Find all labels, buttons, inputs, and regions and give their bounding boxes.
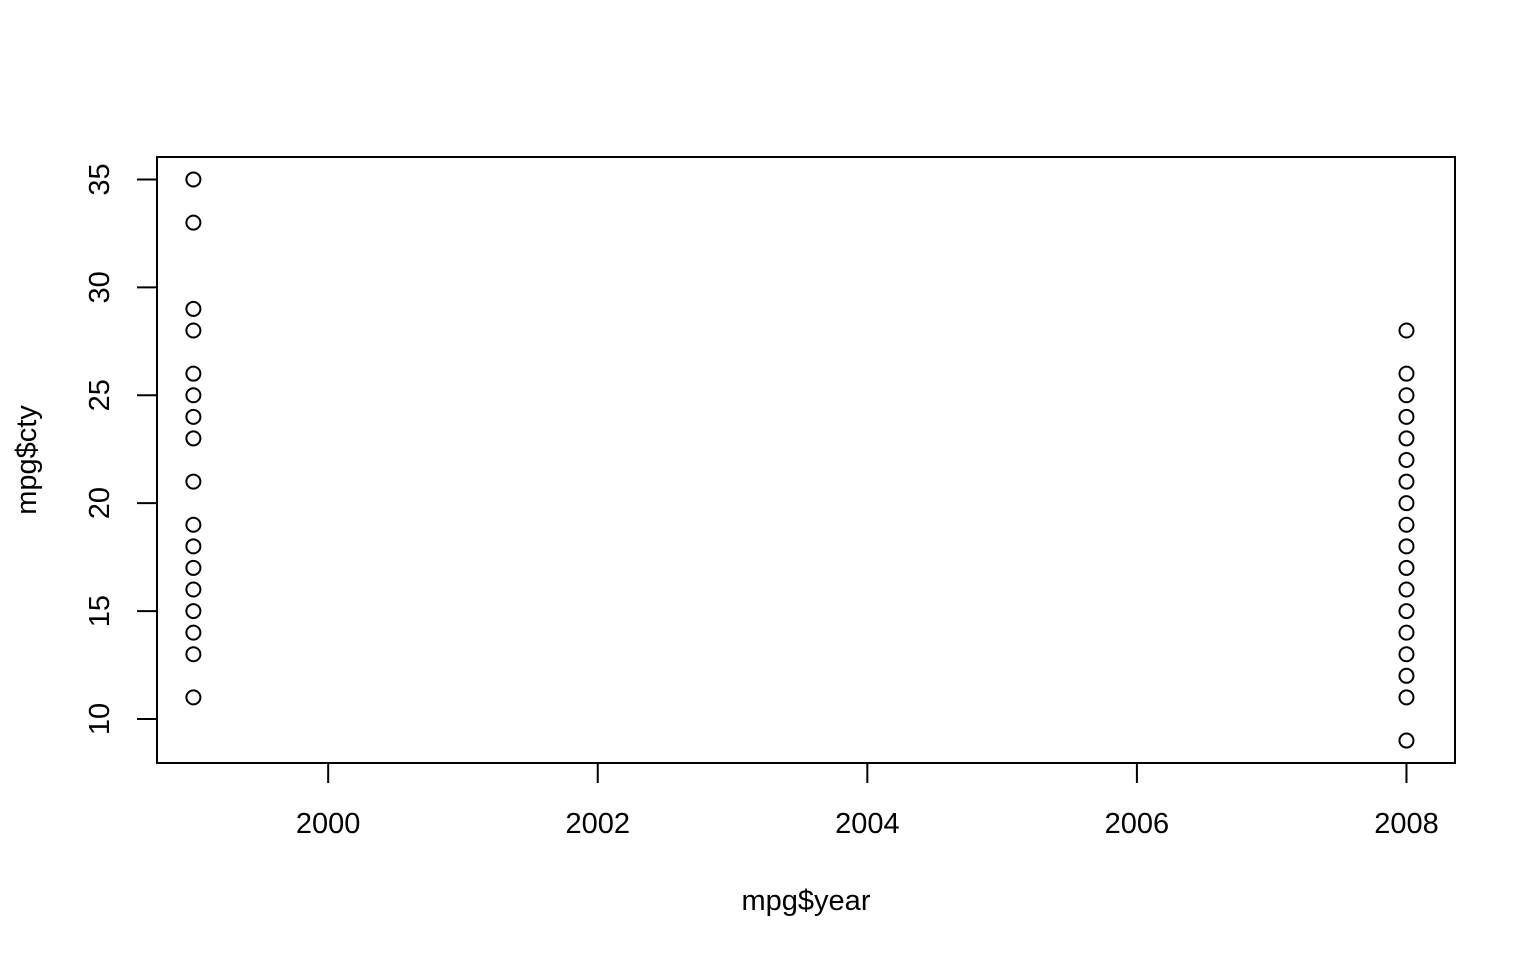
plot-frame <box>156 156 1456 764</box>
data-point <box>1398 365 1415 382</box>
data-point <box>1398 624 1415 641</box>
data-point <box>1398 732 1415 749</box>
data-point <box>1398 667 1415 684</box>
y-tick-label: 10 <box>84 703 116 735</box>
x-tick-label: 2004 <box>835 808 900 840</box>
y-tick-label: 25 <box>84 379 116 411</box>
x-tick-label: 2002 <box>565 808 630 840</box>
x-tick-label: 2006 <box>1105 808 1170 840</box>
data-point <box>1398 603 1415 620</box>
x-tick-label: 2000 <box>296 808 361 840</box>
y-tick-label: 15 <box>84 595 116 627</box>
data-points <box>185 171 1415 749</box>
data-point <box>185 408 202 425</box>
y-axis-label: mpg$cty <box>11 405 43 515</box>
data-point <box>1398 387 1415 404</box>
data-point <box>185 603 202 620</box>
data-point <box>185 322 202 339</box>
data-point <box>185 559 202 576</box>
data-point <box>1398 538 1415 555</box>
x-tick-label: 2008 <box>1374 808 1439 840</box>
data-point <box>185 473 202 490</box>
x-axis: 2000 2002 2004 2006 2008 <box>296 762 1439 840</box>
data-point <box>185 387 202 404</box>
data-point <box>1398 516 1415 533</box>
data-point <box>1398 408 1415 425</box>
data-point <box>185 214 202 231</box>
data-point <box>1398 452 1415 468</box>
data-point <box>185 538 202 555</box>
data-point <box>185 581 202 598</box>
data-point <box>1398 495 1415 512</box>
data-point <box>1398 322 1415 339</box>
data-point <box>185 516 202 533</box>
y-axis: 10 15 20 25 30 35 <box>84 163 158 735</box>
data-point <box>1398 689 1415 706</box>
data-point <box>185 689 202 706</box>
data-point <box>185 365 202 382</box>
data-point <box>1398 559 1415 576</box>
y-tick-label: 20 <box>84 487 116 519</box>
y-tick-label: 35 <box>84 163 116 195</box>
data-point <box>1398 646 1415 663</box>
data-point <box>185 171 202 188</box>
data-point <box>1398 581 1415 598</box>
data-point <box>185 646 202 663</box>
data-point <box>185 430 202 447</box>
x-axis-label: mpg$year <box>742 885 871 917</box>
data-point <box>1398 473 1415 490</box>
data-point <box>1398 430 1415 447</box>
data-point <box>185 624 202 641</box>
data-point <box>185 300 202 317</box>
y-tick-label: 30 <box>84 271 116 303</box>
